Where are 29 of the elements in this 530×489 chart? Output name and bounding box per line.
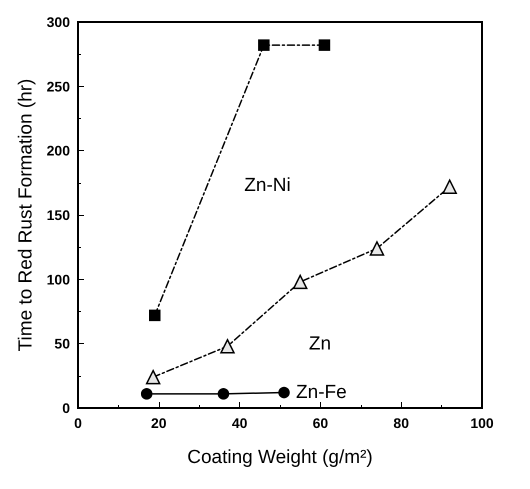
text: Zn [308,334,332,355]
y-tick-label: 100 [46,271,70,288]
point [218,388,230,400]
y-tick-label: 50 [54,336,70,352]
point [370,241,384,256]
x-tick-label: 0 [74,415,82,431]
point [442,179,457,194]
x-tick-label: 60 [312,415,328,431]
point [140,388,152,400]
point [149,310,161,322]
x-tick-label: 80 [393,415,410,431]
point [220,338,235,354]
series-label: Zn-Fe [296,382,347,404]
y-tick-label: 200 [46,142,70,159]
x-tick-label: 40 [232,415,248,431]
point [292,274,308,290]
point [146,370,160,384]
y-tick-label: 300 [46,14,70,30]
series-label: Zn-Ni [244,174,291,196]
y-axis-title: Time to Red Rust Formation (hr) [16,78,37,352]
point [278,386,290,398]
y-tick-label: 250 [46,78,70,94]
x-tick-label: 20 [151,415,167,431]
x-tick-label: 100 [470,415,494,431]
y-tick-label: 0 [62,400,70,416]
point [318,39,330,51]
y-tick-label: 150 [46,207,70,223]
x-axis-title: Coating Weight (g/m²) [187,447,373,468]
point [258,39,270,51]
